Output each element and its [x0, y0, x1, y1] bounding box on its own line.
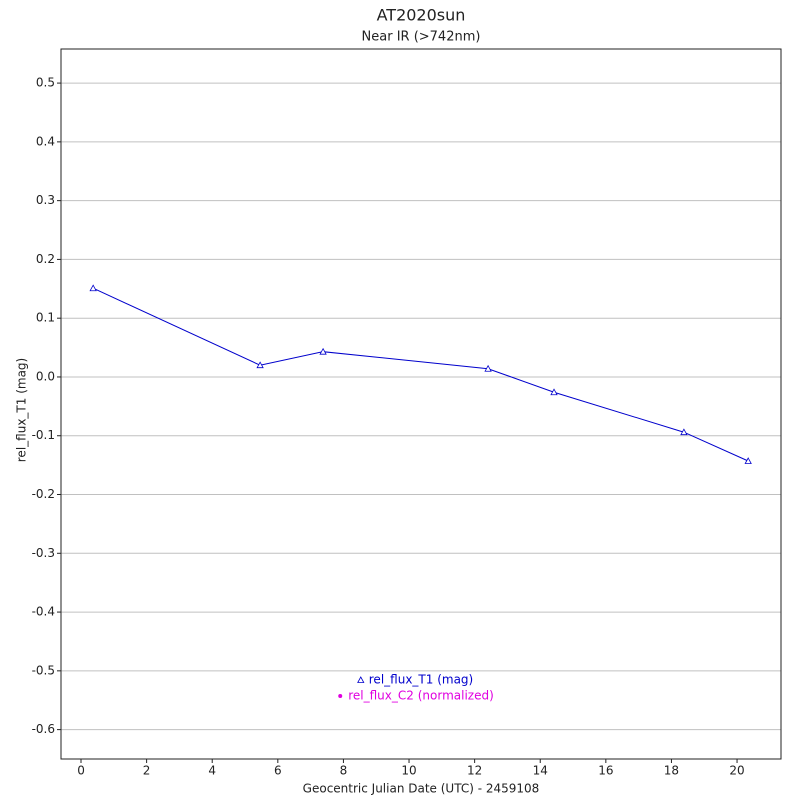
x-tick-label: 14: [533, 764, 548, 778]
y-tick-label: 0.2: [36, 252, 55, 266]
x-tick-label: 8: [340, 764, 348, 778]
series-line: [92, 287, 749, 462]
point: [256, 361, 264, 369]
x-tick-label: 16: [598, 764, 613, 778]
y-tick-label: -0.3: [32, 546, 55, 560]
point: [484, 364, 492, 372]
y-tick-label: 0.3: [36, 193, 55, 207]
y-tick-label: -0.1: [32, 428, 55, 442]
point: [550, 388, 558, 396]
x-tick-label: 12: [467, 764, 482, 778]
point: [319, 347, 327, 355]
x-tick-label: 4: [208, 764, 216, 778]
x-tick-label: 20: [729, 764, 744, 778]
y-tick-label: 0.1: [36, 311, 55, 325]
legend-marker: [338, 694, 343, 698]
y-tick-label: -0.2: [32, 487, 55, 501]
x-tick-label: 0: [77, 764, 85, 778]
y-tick-label: 0.4: [36, 134, 55, 148]
y-axis-label: rel_flux_T1 (mag): [15, 358, 29, 462]
y-tick-label: -0.5: [32, 663, 55, 677]
x-tick-label: 2: [143, 764, 151, 778]
point: [744, 457, 752, 464]
x-axis-label: Geocentric Julian Date (UTC) - 2459108: [303, 782, 540, 796]
plot-frame: [60, 48, 782, 760]
x-tick-label: 10: [401, 764, 416, 778]
legend-label: rel_flux_T1 (mag): [369, 673, 473, 687]
chart-title: AT2020sun: [377, 6, 466, 25]
chart-subtitle: Near IR (>742nm): [362, 30, 481, 45]
y-tick-label: 0.0: [36, 369, 55, 383]
y-tick-label: -0.4: [32, 605, 55, 619]
legend-marker: [357, 676, 365, 683]
legend-label: rel_flux_C2 (normalized): [348, 689, 494, 703]
y-tick-label: -0.6: [32, 722, 55, 736]
x-tick-label: 6: [274, 764, 282, 778]
point: [89, 284, 97, 292]
x-tick-label: 18: [664, 764, 679, 778]
y-tick-label: 0.5: [36, 76, 55, 90]
point: [680, 428, 688, 436]
